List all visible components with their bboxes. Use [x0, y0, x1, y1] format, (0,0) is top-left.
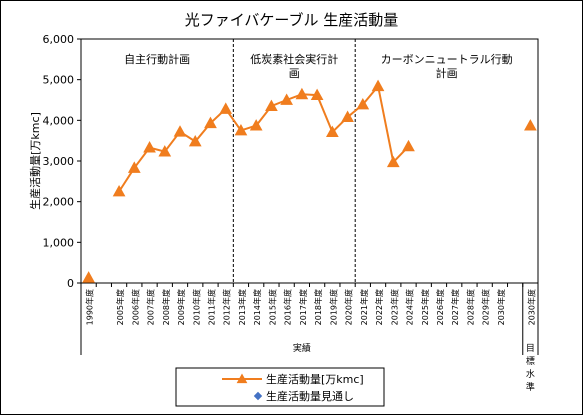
x-tick-label: 2006年度: [130, 289, 140, 325]
data-point: [143, 141, 156, 153]
data-point: [295, 87, 309, 100]
x-tick-label: 2030年度: [496, 289, 506, 325]
data-point: [158, 145, 172, 157]
x-tick-label: 2019年度: [328, 289, 338, 325]
x-tick-label: 2011年度: [206, 289, 216, 325]
y-axis-label: 生産活動量[万kmc]: [28, 112, 42, 210]
data-point: [249, 119, 263, 131]
y-tick-label: 2,000: [43, 196, 75, 209]
period-label: 計画: [436, 66, 458, 80]
data-point: [219, 102, 233, 114]
group-label-actual: 実績: [293, 342, 311, 354]
legend-label-forecast: 生産活動量見通し: [266, 389, 354, 403]
x-tick-label: 2026年度: [435, 289, 445, 325]
x-tick-label: 2016年度: [283, 289, 293, 325]
group-label-target: 標: [526, 355, 535, 367]
x-tick-label: 2005年度: [115, 289, 125, 325]
x-tick-label: 2023年度: [389, 289, 399, 325]
data-point: [127, 161, 141, 173]
x-tick-label: 2015年度: [267, 289, 277, 325]
data-point: [188, 134, 202, 147]
data-point: [386, 155, 400, 168]
x-tick-label: 2008年度: [161, 289, 171, 325]
data-point: [402, 139, 415, 152]
data-point: [173, 125, 187, 137]
x-tick-label: 2024年度: [405, 289, 415, 325]
x-tick-label: 2025年度: [420, 289, 430, 325]
data-point: [204, 116, 217, 129]
x-tick-label: 2018年度: [313, 289, 323, 325]
x-tick-label: 2017年度: [298, 289, 308, 325]
period-label: 画: [289, 67, 300, 80]
group-label-target: 水: [526, 368, 535, 380]
x-tick-label: 2030年度: [526, 289, 536, 325]
period-label: 低炭素社会実行計: [250, 52, 338, 66]
x-tick-label: 2021年度: [359, 289, 369, 325]
y-tick-label: 3,000: [43, 155, 75, 168]
legend-box: [175, 367, 385, 407]
y-tick-label: 5,000: [43, 74, 75, 87]
x-tick-label: 2029年度: [481, 289, 491, 325]
legend-label-actual: 生産活動量[万kmc]: [266, 372, 364, 386]
y-tick-label: 6,000: [43, 33, 75, 46]
x-tick-label: 2022年度: [374, 289, 384, 325]
x-tick-label: 2014年度: [252, 289, 262, 325]
x-tick-label: 2007年度: [146, 289, 156, 325]
data-point: [265, 99, 278, 111]
data-point: [280, 93, 293, 105]
series-line: [118, 83, 410, 193]
x-tick-label: 1990年度: [85, 289, 95, 325]
chart-title: 光ファイバケーブル 生産活動量: [185, 11, 399, 29]
legend-marker-actual: [236, 373, 248, 384]
period-label: カーボンニュートラル行動: [381, 52, 513, 66]
x-tick-label: 2010年度: [191, 289, 201, 325]
group-label-target: 準: [526, 381, 535, 393]
data-point: [341, 110, 354, 122]
period-label: 自主行動計画: [124, 52, 190, 66]
x-tick-label: 2009年度: [176, 289, 186, 325]
data-point: [524, 119, 537, 131]
data-point: [82, 271, 95, 283]
x-tick-label: 2028年度: [465, 289, 475, 325]
data-point: [326, 125, 339, 138]
data-point: [112, 184, 126, 197]
group-label-target: 目: [526, 343, 535, 354]
data-point: [371, 79, 385, 92]
data-point: [234, 123, 248, 136]
plot-area: [80, 38, 539, 284]
x-tick-label: 2027年度: [450, 289, 460, 325]
x-tick-label: 2012年度: [222, 289, 232, 325]
legend-marker-forecast: [253, 391, 263, 401]
x-tick-label: 2020年度: [344, 289, 354, 325]
y-tick-label: 4,000: [43, 114, 75, 127]
x-tick-label: 2013年度: [237, 289, 247, 325]
data-point: [310, 88, 324, 101]
y-tick-label: 0: [67, 277, 74, 290]
data-point: [356, 97, 370, 110]
y-tick-label: 1,000: [43, 236, 75, 249]
